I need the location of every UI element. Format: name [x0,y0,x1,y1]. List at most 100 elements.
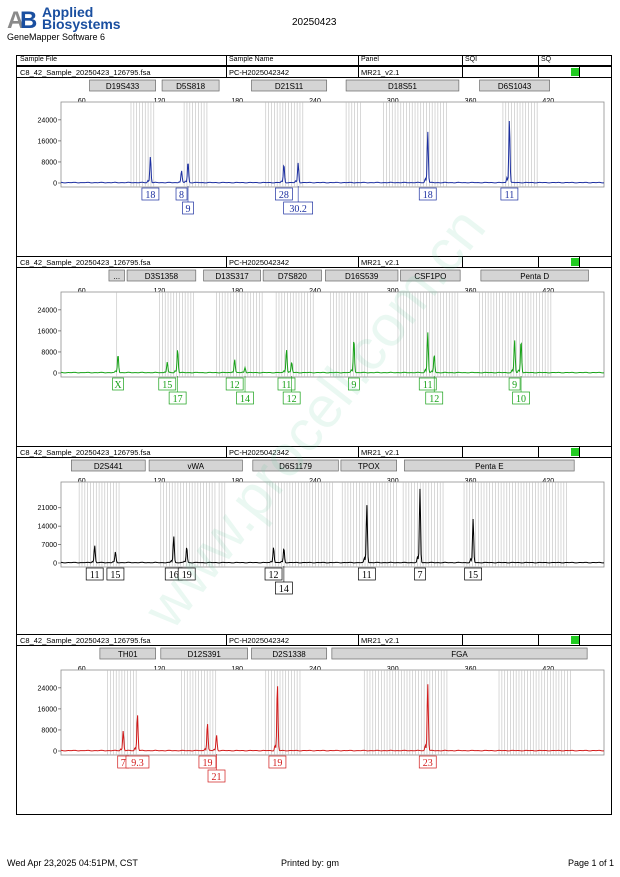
x-tick-label: 180 [231,288,243,295]
locus-box [404,459,575,472]
allele-call-box [106,567,125,581]
sample-name-value: PC-H2025042342 [229,636,289,645]
sq-status-indicator [571,258,579,266]
sample-name-value: PC-H2025042342 [229,258,289,267]
x-tick-label: 60 [78,288,86,295]
locus-label: D7S820 [278,272,307,281]
y-tick-label: 0 [53,561,57,568]
allele-call-label: 14 [240,394,250,405]
allele-call-box [168,391,187,405]
x-tick-label: 420 [542,666,554,673]
allele-call-label: 19 [182,570,192,581]
allele-call-label: 9 [351,380,356,391]
locus-box [251,647,328,660]
locus-label: vWA [187,462,204,471]
y-tick-label: 21000 [38,505,58,512]
y-tick-label: 24000 [38,685,58,692]
locus-label: D6S1043 [498,82,532,91]
x-tick-label: 360 [465,98,477,105]
y-tick-label: 0 [53,181,57,188]
allele-call-box [207,769,226,783]
trace-line [60,332,605,374]
x-tick-label: 120 [154,288,166,295]
allele-call-box [418,755,437,769]
y-tick-label: 24000 [38,307,58,314]
allele-call-label: 18 [423,190,433,201]
y-tick-label: 0 [53,749,57,756]
allele-call-box [425,391,444,405]
allele-call-label: 10 [516,394,526,405]
allele-call-box [177,567,196,581]
sq-status-indicator [571,68,579,76]
allele-call-box [418,187,437,201]
allele-call-label: 9 [512,380,517,391]
x-tick-label: 60 [78,666,86,673]
allele-call-box [268,755,287,769]
allele-call-box [85,567,104,581]
allele-call-label: 19 [272,758,282,769]
allele-call-label: 11 [505,190,515,201]
locus-box [340,459,397,472]
locus-box [480,269,589,282]
allele-call-box [464,567,482,581]
red-dye-panel: C8_42_Sample_20250423_126795.fsa PC-H2025… [16,634,612,783]
footer-print-date: Wed Apr 23,2025 04:51PM, CST [7,858,138,868]
x-tick-label: 420 [542,478,554,485]
locus-box [345,79,460,92]
allele-call-label: 28 [279,190,289,201]
y-tick-label: 14000 [38,524,58,531]
column-sqi: SQI [465,56,478,63]
allele-call-label: 12 [429,394,439,405]
sample-file-value: C8_42_Sample_20250423_126795.fsa [20,68,151,77]
allele-call-box [225,377,244,391]
allele-call-label: 11 [90,570,100,581]
y-tick-label: 8000 [41,159,57,166]
allele-call-box [158,377,177,391]
locus-box [89,79,156,92]
locus-label: D21S11 [275,82,304,91]
y-tick-label: 8000 [41,349,57,356]
x-tick-label: 180 [231,478,243,485]
panel-value: MR21_v2.1 [361,636,399,645]
x-tick-label: 180 [231,666,243,673]
allele-call-label: 7 [121,758,126,769]
locus-box [479,79,550,92]
allele-call-box [414,567,426,581]
allele-call-label: 21 [212,772,222,783]
trace-line [60,684,605,752]
x-tick-label: 420 [542,288,554,295]
column-header-row: Sample File Sample Name Panel SQI SQ [16,55,612,66]
column-panel: Panel [361,56,379,63]
plot-area [60,669,605,756]
column-sq: SQ [541,56,552,63]
allele-call-box [500,187,519,201]
locus-box [99,647,156,660]
locus-label: D18S51 [388,82,417,91]
x-tick-label: 120 [154,666,166,673]
column-sample-file: Sample File [20,56,57,63]
x-tick-label: 300 [387,288,399,295]
allele-call-box [141,187,160,201]
allele-call-box [198,755,217,769]
ab-logo-icon: A B [7,7,37,32]
locus-box [203,269,261,282]
panel-value: MR21_v2.1 [361,258,399,267]
locus-label: TH01 [118,650,138,659]
locus-box [252,459,339,472]
logo-line-applied: Applied [42,4,94,20]
black-dye-panel: C8_42_Sample_20250423_126795.fsa PC-H2025… [16,446,612,595]
allele-call-label: 19 [202,758,212,769]
allele-call-label: 11 [423,380,433,391]
svg-text:B: B [20,7,37,32]
allele-call-box [236,391,254,405]
allele-call-box [348,377,360,391]
allele-call-box [277,377,296,391]
sq-status-indicator [571,448,579,456]
panel-value: MR21_v2.1 [361,448,399,457]
allele-call-box [175,187,188,201]
locus-box [161,79,220,92]
sample-name-value: PC-H2025042342 [229,68,289,77]
software-name: GeneMapper Software 6 [7,32,106,42]
report-date: 20250423 [292,17,337,28]
allele-call-box [282,391,301,405]
